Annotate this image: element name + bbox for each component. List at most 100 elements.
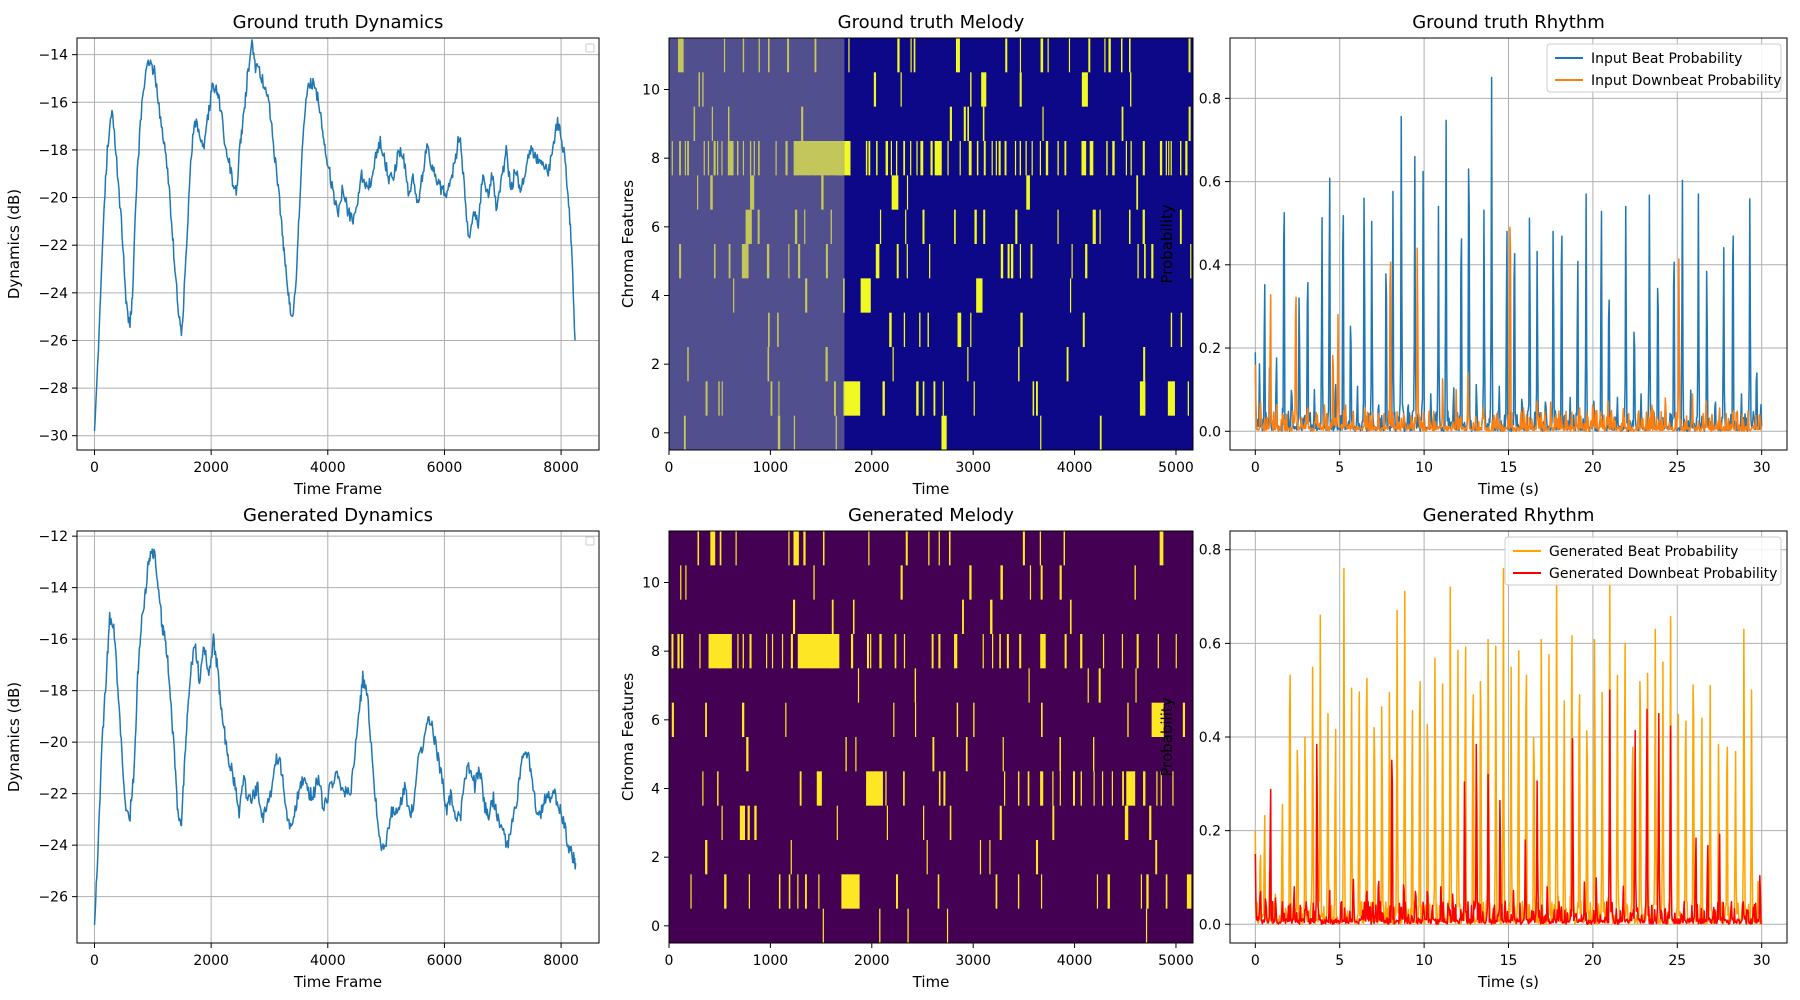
heatmap-cell [799, 771, 802, 806]
x-axis-label: Time (s) [1477, 973, 1539, 991]
heatmap-cell [852, 599, 855, 634]
heatmap-cell [882, 381, 885, 416]
heatmap-cell [818, 874, 820, 909]
x-tick-label: 5000 [1158, 460, 1194, 476]
heatmap-cell [967, 106, 969, 141]
heatmap-cell [741, 702, 745, 737]
y-axis-label: Chroma Features [619, 180, 637, 308]
heatmap-cell [749, 634, 752, 669]
heatmap-cell [1000, 565, 1003, 600]
y-tick-label: −22 [38, 787, 68, 803]
heatmap-cell [1188, 38, 1191, 73]
legend-box [1546, 43, 1782, 93]
x-tick-label: 5 [1335, 460, 1344, 476]
y-tick-label: 6 [651, 713, 660, 729]
heatmap-cell [1106, 141, 1108, 176]
heatmap-cell [1040, 565, 1043, 600]
chart-gt-rhythm: 0 5 10 15 20 25 30 0.0 0.2 0.4 0.6 0.8 Ground truth … [1158, 12, 1788, 498]
heatmap-cell [1040, 874, 1043, 909]
heatmap-cell [992, 634, 994, 669]
heatmap-cell [962, 599, 964, 634]
heatmap-cell [1136, 175, 1139, 210]
heatmap-cell [1175, 634, 1177, 669]
heatmap-cell [896, 244, 899, 279]
heatmap-cell [685, 565, 687, 600]
heatmap-cell [895, 874, 899, 909]
heatmap-cell [1064, 141, 1067, 176]
chart-title: Generated Rhythm [1423, 505, 1595, 526]
heatmap-cell [1145, 908, 1148, 943]
heatmap-cell [1019, 244, 1022, 279]
heatmap-cell [870, 634, 872, 669]
heatmap-cell [1082, 312, 1085, 347]
heatmap-cell [974, 209, 977, 244]
heatmap-cell [836, 805, 838, 840]
heatmap-cell [1040, 771, 1044, 806]
y-tick-label: 8 [651, 644, 660, 660]
heatmap-cell [970, 312, 972, 347]
chart-title: Ground truth Melody [838, 12, 1025, 33]
heatmap-gt-melody [669, 38, 1193, 450]
heatmap-cell [895, 141, 898, 176]
heatmap-cell [926, 840, 928, 875]
legend: Generated Beat Probability Generated Down… [1504, 536, 1782, 586]
y-axis-label: Dynamics (dB) [5, 682, 23, 792]
heatmap-cell [781, 634, 784, 669]
heatmap-cell [1092, 209, 1096, 244]
y-tick-label: 0.2 [1199, 341, 1221, 357]
series-group [93, 39, 576, 431]
heatmap-cell [889, 312, 892, 347]
x-tick-label: 10 [1415, 953, 1433, 969]
y-tick-label: −12 [38, 529, 68, 545]
y-tick-label: 0.8 [1199, 543, 1221, 559]
heatmap-cell [747, 805, 750, 840]
x-tick-label: 8000 [543, 953, 579, 969]
heatmap-cell [942, 381, 944, 416]
heatmap-cell [708, 634, 711, 669]
heatmap-cell [885, 771, 887, 806]
heatmap-cell [919, 312, 921, 347]
heatmap-cell [1014, 141, 1017, 176]
heatmap-cell [923, 805, 925, 840]
y-tick-label: 0.0 [1199, 917, 1221, 933]
x-tick-label: 4000 [1057, 953, 1093, 969]
y-tick-label: 0.6 [1199, 636, 1221, 652]
heatmap-cell [879, 908, 881, 943]
heatmap-cell [710, 531, 716, 566]
heatmap-cell [913, 38, 916, 73]
heatmap-cell [907, 908, 909, 943]
heatmap-cell [938, 634, 941, 669]
heatmap-cell [967, 347, 969, 382]
heatmap-cell [1017, 771, 1020, 806]
heatmap-block [922, 209, 925, 244]
heatmap-cell [1041, 702, 1043, 737]
heatmap-cell [854, 381, 861, 416]
heatmap-cell [788, 874, 791, 909]
heatmap-block [844, 141, 851, 176]
x-tick-label: 5000 [1158, 953, 1194, 969]
x-tick-label: 5 [1335, 953, 1344, 969]
heatmap-cell [1004, 141, 1007, 176]
heatmap-block [1167, 381, 1175, 416]
heatmap-cell [976, 141, 979, 176]
heatmap-cell [970, 72, 972, 107]
heatmap-cell [873, 72, 877, 107]
heatmap-cell [793, 531, 799, 566]
heatmap-cell [929, 244, 931, 279]
axes-frame [76, 530, 600, 944]
axes-frame [668, 37, 1194, 451]
heatmap-cell [848, 38, 850, 73]
heatmap-cell [1027, 771, 1030, 806]
heatmap-cell [1142, 141, 1145, 176]
heatmap-cell [1087, 668, 1089, 703]
heatmap-cell [982, 106, 985, 141]
chart-gen-rhythm: 0 5 10 15 20 25 30 0.0 0.2 0.4 0.6 0.8 Generated Rhy… [1158, 505, 1788, 991]
heatmap-block [860, 278, 871, 313]
y-tick-label: −24 [38, 286, 68, 302]
heatmap-cell [1020, 312, 1023, 347]
heatmap-cell [1080, 771, 1082, 806]
series-line-0 [93, 39, 576, 431]
x-tick-label: 10 [1415, 460, 1433, 476]
heatmap-cell [1194, 634, 1196, 668]
